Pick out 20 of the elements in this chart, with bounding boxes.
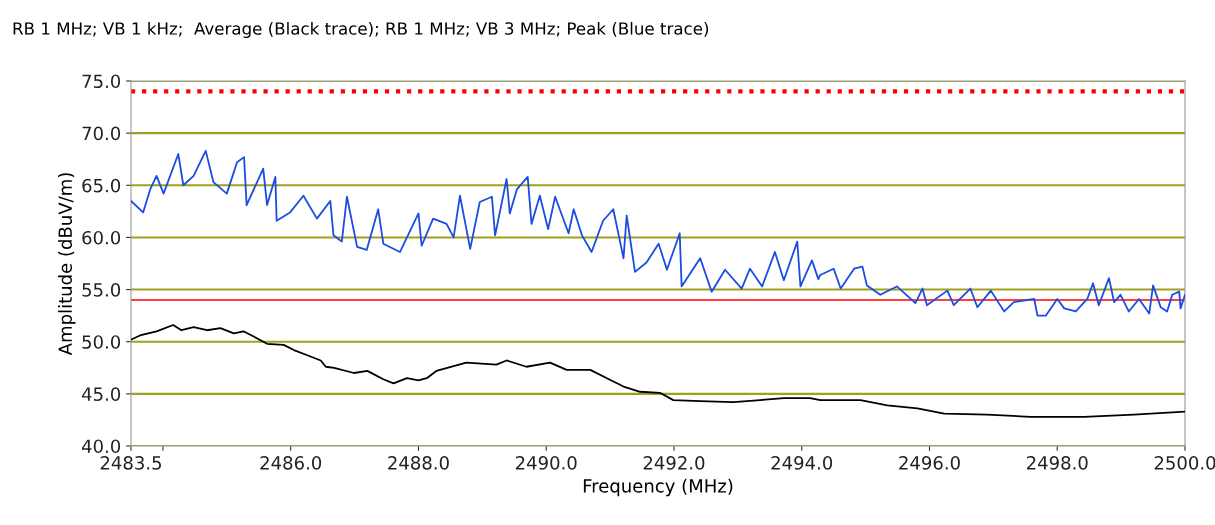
x-axis-title: Frequency (MHz) bbox=[583, 478, 733, 497]
y-tick-label: 45.0 bbox=[81, 387, 121, 401]
x-tick-label: 2496.0 bbox=[899, 456, 960, 470]
x-tick-label: 2492.0 bbox=[643, 456, 705, 470]
y-tick-label: 40.0 bbox=[81, 439, 121, 454]
y-tick-label: 65.0 bbox=[82, 178, 121, 193]
x-tick-label: 2488.0 bbox=[388, 456, 449, 470]
y-tick-label: 50.0 bbox=[82, 335, 121, 349]
y-tick-label: 55.0 bbox=[82, 283, 121, 297]
y-tick-label: 70.0 bbox=[82, 126, 121, 141]
x-tick-label: 2490.0 bbox=[515, 456, 577, 470]
y-axis-title: Amplitude (dBuV/m) bbox=[58, 173, 76, 356]
x-tick-label: 2494.0 bbox=[771, 456, 833, 470]
chart-title: RB 1 MHz; VB 1 kHz; Average (Black trace); RB 1 MHz; VB 3 MHz; Peak (Blue trace) bbox=[13, 21, 709, 39]
x-tick-label: 2500.0 bbox=[1154, 456, 1215, 470]
y-tick-label: 75.0 bbox=[82, 74, 121, 89]
x-tick-label: 2498.0 bbox=[1026, 456, 1088, 470]
y-tick-label: 60.0 bbox=[82, 230, 121, 245]
x-tick-label: 2483.5 bbox=[100, 456, 162, 470]
x-tick-label: 2486.0 bbox=[260, 456, 322, 470]
